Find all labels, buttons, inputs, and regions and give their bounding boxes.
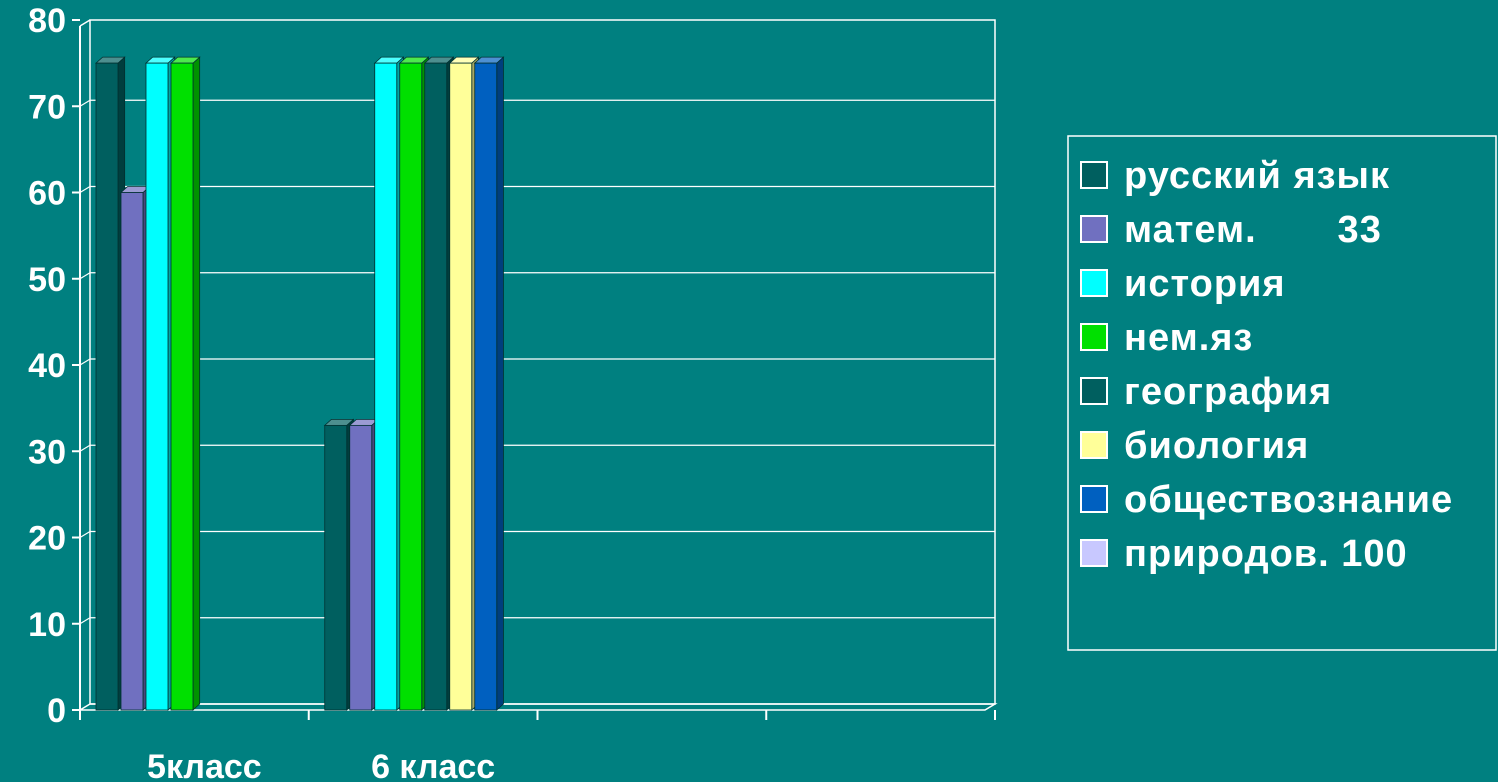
bar: [323, 418, 355, 711]
legend-label: история: [1124, 263, 1286, 305]
y-tick-label: 80: [28, 2, 66, 40]
gridline-side: [79, 185, 91, 194]
back-wall: [89, 19, 996, 705]
bar: [373, 56, 405, 711]
y-axis-cap: [79, 19, 91, 27]
legend-label: природов. 100: [1124, 533, 1408, 575]
legend-label: география: [1124, 371, 1332, 413]
legend-swatch: [1080, 539, 1108, 567]
bar: [448, 56, 480, 711]
bar: [119, 185, 151, 711]
bar: [94, 56, 126, 711]
bar: [398, 56, 430, 711]
gridline-side: [79, 617, 91, 625]
legend-swatch: [1080, 323, 1108, 351]
y-tick-label: 40: [28, 347, 66, 385]
y-tick-label: 60: [28, 175, 66, 213]
bars: [94, 56, 505, 711]
x-axis: 5класс 6 класс: [79, 710, 996, 782]
y-tick-label: 0: [47, 692, 66, 730]
gridline-side: [79, 358, 91, 366]
x-tick-label: 6 класс: [371, 748, 495, 782]
legend: русский язык матем. 33 история нем.яз геогра…: [1067, 135, 1497, 651]
legend-swatch: [1080, 485, 1108, 513]
x-tick-label: 5класс: [147, 748, 262, 782]
bar: [169, 56, 201, 711]
gridlines: [79, 99, 995, 625]
plot-area: [77, 19, 998, 711]
legend-swatch: [1080, 377, 1108, 405]
bar: [473, 56, 505, 711]
legend-label: русский язык: [1124, 155, 1390, 197]
y-tick-label: 70: [28, 88, 66, 126]
gridline-side: [79, 272, 91, 280]
legend-swatch: [1080, 269, 1108, 297]
legend-box: [1067, 135, 1497, 651]
y-tick-label: 50: [28, 261, 66, 299]
gridline-side: [79, 444, 91, 452]
bar: [144, 56, 176, 711]
legend-swatch: [1080, 215, 1108, 243]
legend-label: обществознание: [1124, 479, 1453, 521]
y-axis: 0 10 20 30 40 50 60 70 80: [28, 2, 80, 730]
bar: [348, 418, 380, 711]
legend-label: биология: [1124, 425, 1309, 467]
legend-swatch: [1080, 431, 1108, 459]
legend-label: нем.яз: [1124, 317, 1253, 359]
gridline-side: [79, 530, 91, 539]
y-tick-label: 20: [28, 520, 66, 558]
legend-swatch: [1080, 161, 1108, 189]
floor: [77, 703, 998, 711]
bar: [423, 56, 455, 711]
y-tick-label: 30: [28, 433, 66, 471]
legend-label: матем. 33: [1124, 209, 1382, 251]
gridline-side: [79, 99, 91, 107]
y-tick-label: 10: [28, 606, 66, 644]
